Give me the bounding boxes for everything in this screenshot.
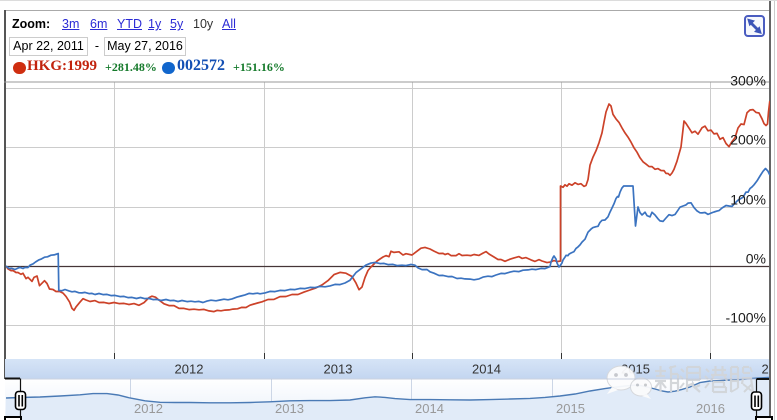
svg-text:300%: 300% [730, 73, 766, 89]
svg-text:2016: 2016 [696, 401, 725, 416]
svg-text:2014: 2014 [472, 362, 501, 377]
svg-text:2016: 2016 [762, 362, 777, 377]
svg-text:2015: 2015 [556, 401, 585, 416]
svg-text:0%: 0% [746, 251, 766, 267]
svg-text:100%: 100% [730, 192, 766, 208]
svg-text:2013: 2013 [275, 401, 304, 416]
svg-text:200%: 200% [730, 132, 766, 148]
svg-text:2012: 2012 [175, 362, 204, 377]
svg-text:2013: 2013 [324, 362, 353, 377]
svg-text:-100%: -100% [726, 310, 766, 326]
svg-text:2014: 2014 [415, 401, 444, 416]
svg-text:2012: 2012 [134, 401, 163, 416]
